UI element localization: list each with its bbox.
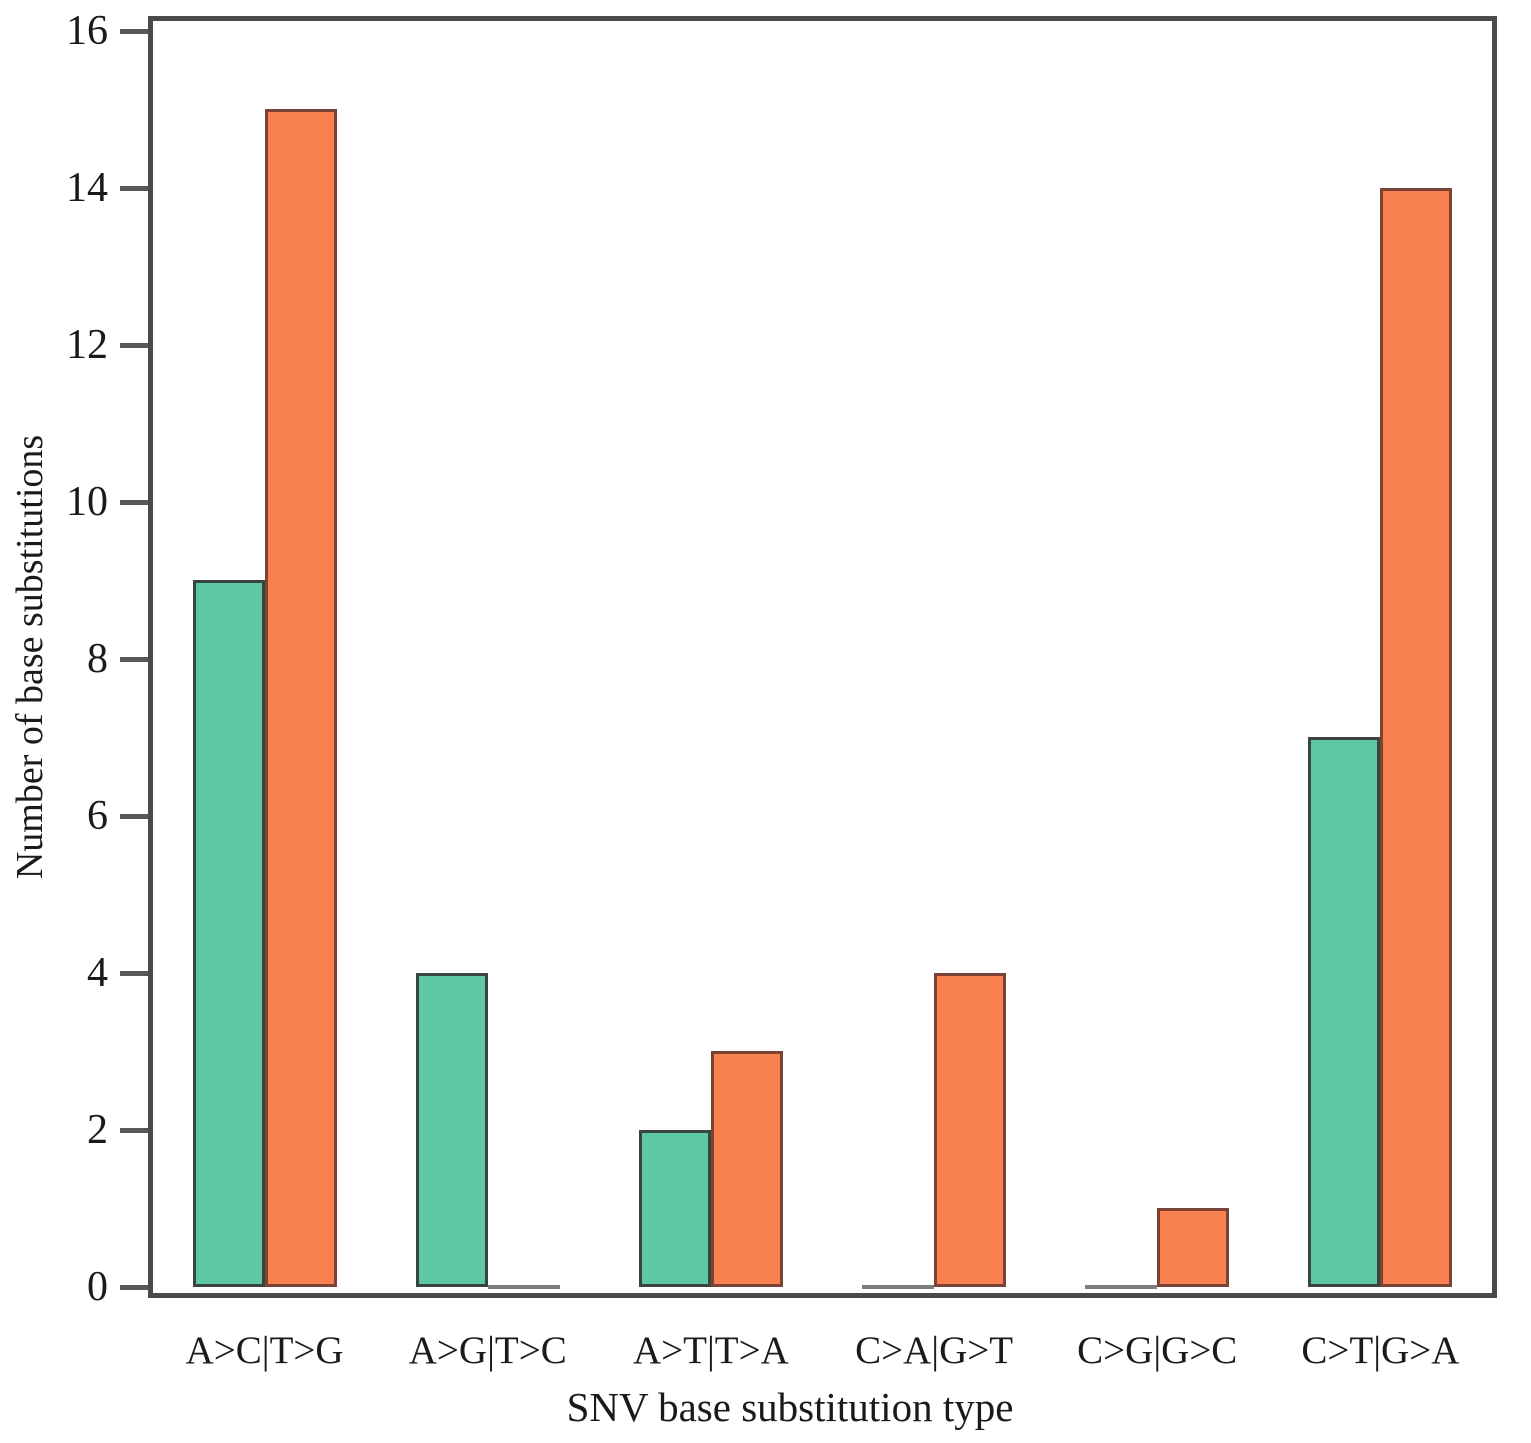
y-tick-label-16: 16 xyxy=(66,8,108,54)
y-axis-title: Number of base substitutions xyxy=(9,434,51,880)
y-tick-label-0: 0 xyxy=(87,1264,108,1310)
y-tick-label-12: 12 xyxy=(66,322,108,368)
bar-teal-3 xyxy=(638,1130,711,1287)
bar-orange-3 xyxy=(710,1051,783,1287)
x-tick-label-1: A>C|T>G xyxy=(185,1329,344,1372)
x-tick-label-2: A>G|T>C xyxy=(408,1329,567,1372)
bar-orange-1 xyxy=(264,109,337,1287)
y-tick-label-14: 14 xyxy=(66,165,108,211)
y-tick-2 xyxy=(120,1127,148,1133)
y-tick-label-8: 8 xyxy=(87,636,108,682)
y-tick-4 xyxy=(120,970,148,976)
bar-teal-4 xyxy=(862,1285,935,1289)
bar-orange-6 xyxy=(1380,188,1453,1287)
y-tick-8 xyxy=(120,656,148,662)
y-tick-10 xyxy=(120,499,148,505)
bar-orange-2 xyxy=(487,1285,560,1289)
x-tick-label-5: C>G|G>C xyxy=(1077,1329,1238,1372)
y-tick-label-6: 6 xyxy=(87,793,108,839)
y-tick-label-4: 4 xyxy=(87,950,108,996)
bar-teal-5 xyxy=(1085,1285,1158,1289)
y-tick-label-10: 10 xyxy=(66,479,108,525)
y-tick-16 xyxy=(120,28,148,34)
x-tick-label-6: C>T|G>A xyxy=(1301,1329,1460,1372)
y-tick-6 xyxy=(120,813,148,819)
plot-area xyxy=(148,16,1497,1298)
x-axis-title: SNV base substitution type xyxy=(566,1384,1014,1430)
y-tick-14 xyxy=(120,185,148,191)
bars-layer xyxy=(153,21,1492,1293)
bar-teal-2 xyxy=(415,973,488,1287)
bar-teal-1 xyxy=(192,580,265,1287)
y-tick-label-2: 2 xyxy=(87,1107,108,1153)
x-tick-label-3: A>T|T>A xyxy=(633,1329,789,1372)
y-tick-0 xyxy=(120,1284,148,1290)
bar-orange-5 xyxy=(1157,1208,1230,1287)
bar-teal-6 xyxy=(1308,737,1381,1287)
y-tick-12 xyxy=(120,342,148,348)
x-tick-label-4: C>A|G>T xyxy=(855,1329,1014,1372)
bar-orange-4 xyxy=(934,973,1007,1287)
